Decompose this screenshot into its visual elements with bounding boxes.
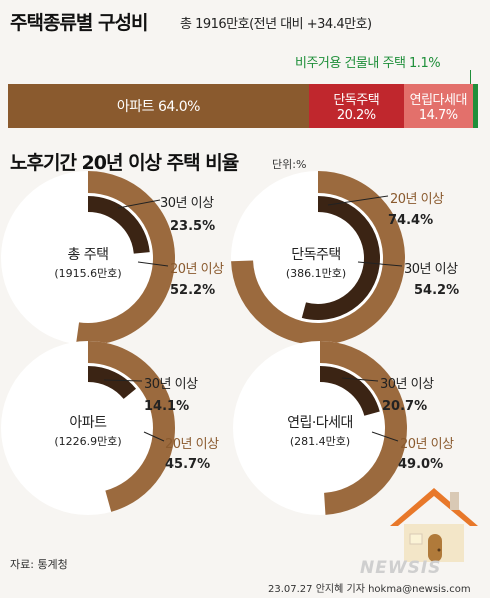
bar-segment-detached: 단독주택 20.2% xyxy=(308,84,404,128)
donut-3-inner-arc xyxy=(87,366,137,400)
donut-1-name: 총 주택 xyxy=(67,247,109,263)
leader-line-8 xyxy=(371,431,399,442)
nonresidential-label: 비주거용 건물내 주택 1.1% xyxy=(295,56,441,71)
donut-1-outer-value: 52.2% xyxy=(170,283,216,298)
donut-2-inner-arc xyxy=(301,196,380,320)
donut-3-name: 아파트 xyxy=(69,415,107,431)
bar-label-multi: 연립다세대 xyxy=(409,93,468,108)
donut-1-total: (1915.6만호) xyxy=(54,267,122,280)
donut-3-inner-value: 14.1% xyxy=(144,399,190,414)
total-note: 총 1916만호(전년 대비 +34.4만호) xyxy=(180,17,372,32)
leader-line-1 xyxy=(117,199,161,209)
donut-3-inner-label: 30년 이상 xyxy=(144,377,198,392)
credit-label: 23.07.27 안지혜 기자 hokma@newsis.com xyxy=(268,584,471,595)
donut-3-total: (1226.9만호) xyxy=(54,435,122,448)
donut-1-outer-label: 20년 이상 xyxy=(170,262,224,277)
bar-segment-nonresidential xyxy=(472,84,478,128)
donut-4-inner-value: 20.7% xyxy=(382,399,428,414)
source-label: 자료: 통계청 xyxy=(10,558,68,571)
donut-4-outer-arc xyxy=(319,341,407,515)
leader-line-4 xyxy=(357,261,403,267)
donut-2-inner-label: 30년 이상 xyxy=(404,262,458,277)
donut-1-inner-arc xyxy=(87,196,150,255)
bar-segment-apartment: 아파트 64.0% xyxy=(8,84,309,128)
bar-segment-multi: 연립다세대 14.7% xyxy=(403,84,473,128)
donut-2-total: (386.1만호) xyxy=(285,267,347,280)
house-icon xyxy=(390,488,478,562)
unit-label: 단위:% xyxy=(272,158,307,171)
donut-2-name: 단독주택 xyxy=(291,247,341,263)
donut-1-inner-value: 23.5% xyxy=(170,219,216,234)
donut-2-outer-value: 74.4% xyxy=(388,213,434,228)
leader-line-5 xyxy=(103,379,143,382)
donut-1-outer-arc xyxy=(76,171,175,345)
donut-4-name: 연립·다세대 xyxy=(287,415,353,431)
donut-4-inner-label: 30년 이상 xyxy=(380,377,434,392)
donut-1-inner-label: 30년 이상 xyxy=(160,196,214,211)
leader-line-7 xyxy=(341,377,379,382)
donut-4-outer-label: 20년 이상 xyxy=(400,437,454,452)
leader-line-6 xyxy=(143,431,165,442)
newsis-logo: NEWSIS xyxy=(360,558,442,578)
leader-line-2 xyxy=(137,261,169,267)
section-title: 노후기간 20년 이상 주택 비율 xyxy=(10,152,239,174)
leader-line-3 xyxy=(327,195,389,206)
bar-label-apartment: 아파트 64.0% xyxy=(116,99,201,115)
donut-3-outer-arc xyxy=(87,341,175,512)
donut-2-inner-value: 54.2% xyxy=(414,283,460,298)
donut-3-outer-value: 45.7% xyxy=(165,457,211,472)
page-title: 주택종류별 구성비 xyxy=(10,12,148,34)
donut-2-outer-arc xyxy=(231,171,405,345)
donut-4-total: (281.4만호) xyxy=(289,435,351,448)
donut-4-inner-arc xyxy=(319,366,380,417)
composition-bar: 아파트 64.0% 단독주택 20.2% 연립다세대 14.7% xyxy=(8,84,478,128)
nonresidential-pointer xyxy=(470,70,471,84)
donut-4-outer-value: 49.0% xyxy=(398,457,444,472)
bar-value-detached: 20.2% xyxy=(336,108,376,123)
donut-2-outer-label: 20년 이상 xyxy=(390,192,444,207)
bar-label-detached: 단독주택 xyxy=(333,93,380,108)
donut-3-outer-label: 20년 이상 xyxy=(165,437,219,452)
bar-value-multi: 14.7% xyxy=(418,108,458,123)
